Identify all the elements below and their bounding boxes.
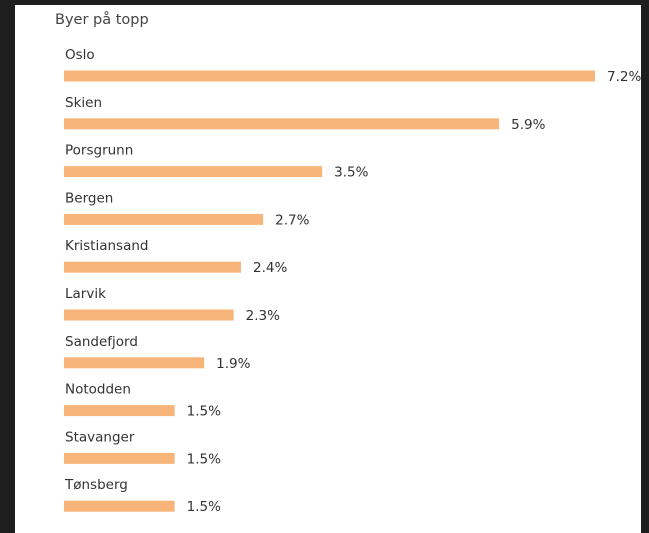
- bar: [64, 405, 175, 417]
- bar: [64, 357, 205, 369]
- bar: [64, 261, 241, 273]
- value-label: 1.5%: [187, 404, 221, 420]
- value-label: 2.4%: [253, 260, 287, 276]
- bar: [64, 70, 595, 82]
- category-label: Porsgrunn: [65, 143, 133, 159]
- value-label: 3.5%: [334, 165, 368, 181]
- bar: [64, 213, 264, 225]
- category-label: Oslo: [65, 47, 95, 63]
- bar: [64, 118, 500, 130]
- category-label: Sandefjord: [65, 334, 138, 350]
- category-label: Stavanger: [65, 429, 135, 445]
- value-label: 7.2%: [607, 69, 641, 85]
- bar: [64, 309, 234, 321]
- bar: [64, 500, 175, 512]
- value-label: 1.9%: [216, 356, 250, 372]
- value-label: 2.7%: [275, 212, 309, 228]
- bar: [64, 452, 175, 464]
- category-label: Kristiansand: [65, 238, 149, 254]
- category-label: Notodden: [65, 382, 131, 398]
- value-label: 5.9%: [511, 117, 545, 133]
- chart-title: Byer på topp: [55, 11, 149, 28]
- value-label: 1.5%: [187, 499, 221, 515]
- category-label: Larvik: [65, 286, 106, 302]
- category-label: Skien: [65, 95, 102, 111]
- category-label: Bergen: [65, 190, 113, 206]
- bar: [64, 166, 323, 178]
- value-label: 1.5%: [187, 451, 221, 467]
- value-label: 2.3%: [246, 308, 280, 324]
- category-label: Tønsberg: [64, 477, 128, 493]
